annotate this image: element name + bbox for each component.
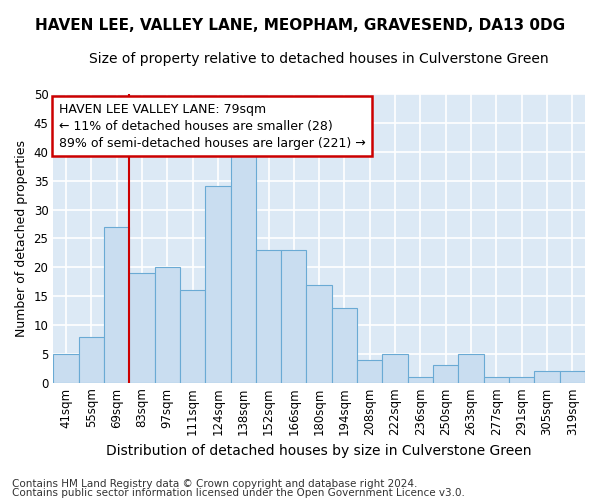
- Bar: [535, 371, 560, 382]
- Bar: [433, 366, 458, 382]
- Bar: [307, 284, 332, 382]
- Bar: [382, 354, 408, 382]
- Bar: [256, 250, 281, 382]
- Bar: [129, 273, 155, 382]
- Text: Contains public sector information licensed under the Open Government Licence v3: Contains public sector information licen…: [12, 488, 465, 498]
- Bar: [332, 308, 357, 382]
- Bar: [180, 290, 205, 382]
- Bar: [155, 267, 180, 382]
- X-axis label: Distribution of detached houses by size in Culverstone Green: Distribution of detached houses by size …: [106, 444, 532, 458]
- Bar: [509, 377, 535, 382]
- Bar: [53, 354, 79, 382]
- Bar: [205, 186, 230, 382]
- Bar: [408, 377, 433, 382]
- Bar: [458, 354, 484, 382]
- Bar: [104, 227, 129, 382]
- Bar: [484, 377, 509, 382]
- Bar: [560, 371, 585, 382]
- Text: HAVEN LEE VALLEY LANE: 79sqm
← 11% of detached houses are smaller (28)
89% of se: HAVEN LEE VALLEY LANE: 79sqm ← 11% of de…: [59, 102, 365, 150]
- Bar: [281, 250, 307, 382]
- Title: Size of property relative to detached houses in Culverstone Green: Size of property relative to detached ho…: [89, 52, 549, 66]
- Bar: [230, 146, 256, 382]
- Bar: [79, 336, 104, 382]
- Bar: [357, 360, 382, 382]
- Text: HAVEN LEE, VALLEY LANE, MEOPHAM, GRAVESEND, DA13 0DG: HAVEN LEE, VALLEY LANE, MEOPHAM, GRAVESE…: [35, 18, 565, 32]
- Text: Contains HM Land Registry data © Crown copyright and database right 2024.: Contains HM Land Registry data © Crown c…: [12, 479, 418, 489]
- Y-axis label: Number of detached properties: Number of detached properties: [15, 140, 28, 337]
